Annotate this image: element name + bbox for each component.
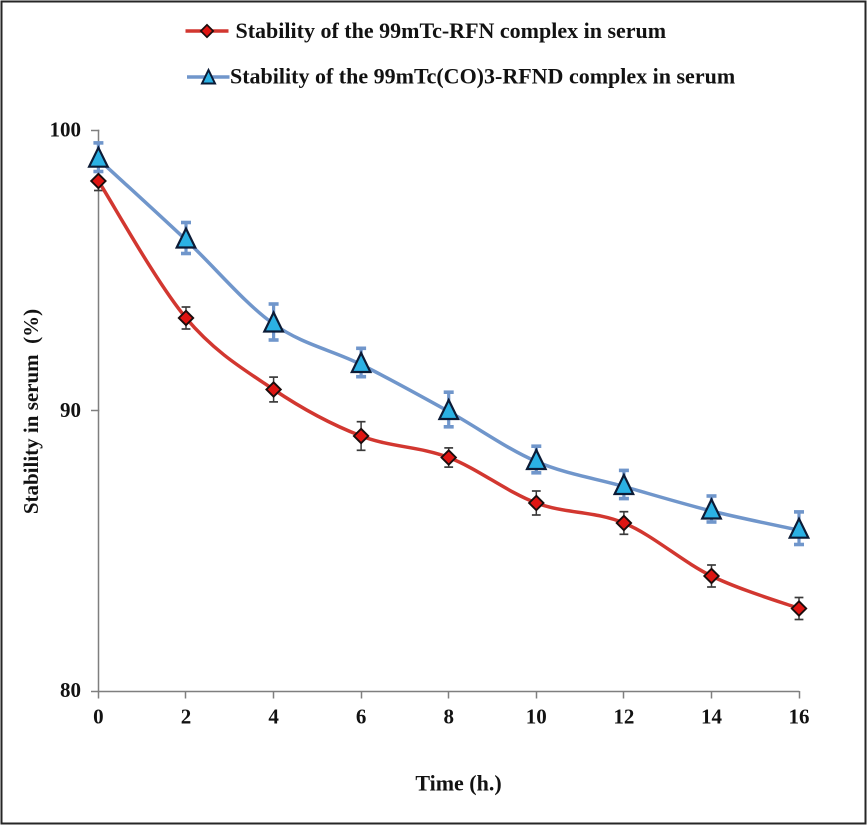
svg-text:Stability of the 99mTc-RFN com: Stability of the 99mTc-RFN complex in se… xyxy=(236,18,667,43)
svg-text:14: 14 xyxy=(701,705,723,729)
svg-text:Time (h.): Time (h.) xyxy=(415,771,501,796)
svg-text:16: 16 xyxy=(789,705,810,729)
svg-text:80: 80 xyxy=(60,678,81,702)
svg-text:100: 100 xyxy=(50,118,82,142)
svg-text:12: 12 xyxy=(613,705,634,729)
svg-text:90: 90 xyxy=(60,398,81,422)
svg-text:Stability in serum (%): Stability in serum (%) xyxy=(19,309,43,514)
svg-text:2: 2 xyxy=(181,705,192,729)
svg-text:Stability of the 99mTc(CO)3-RF: Stability of the 99mTc(CO)3-RFND complex… xyxy=(230,64,735,89)
svg-text:10: 10 xyxy=(526,705,547,729)
svg-text:4: 4 xyxy=(268,705,279,729)
svg-text:0: 0 xyxy=(93,705,104,729)
svg-text:8: 8 xyxy=(443,705,454,729)
svg-text:6: 6 xyxy=(356,705,367,729)
